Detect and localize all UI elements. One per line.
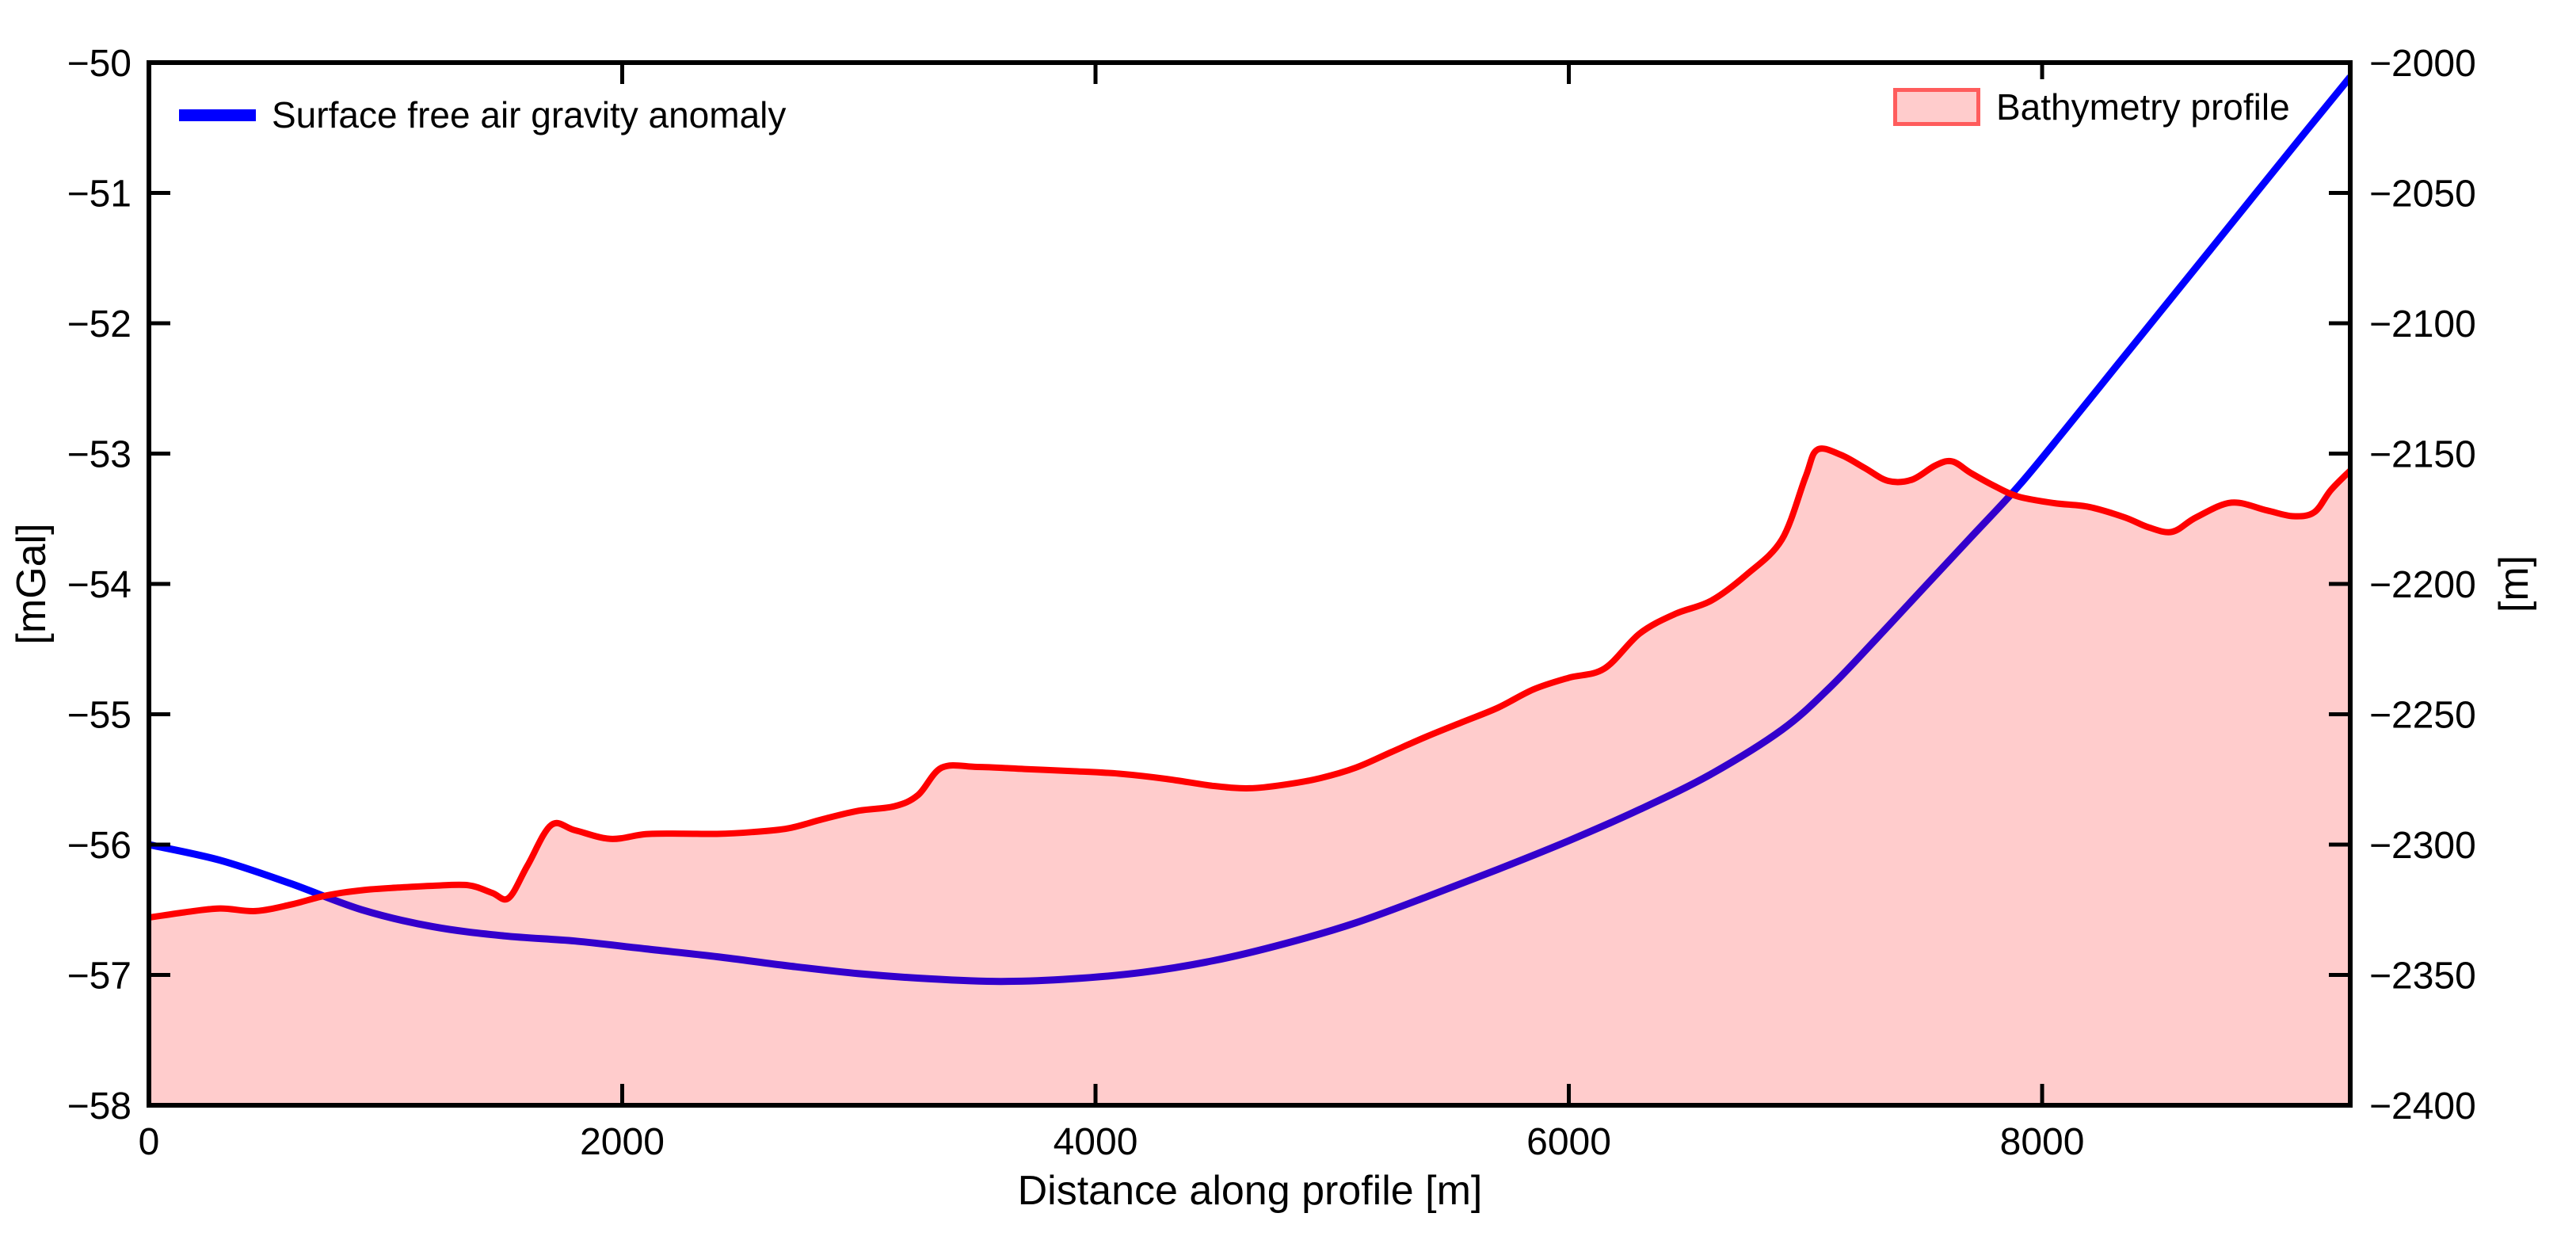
y-axis-left-tick-label: −51 (67, 174, 131, 216)
x-axis-tick-label: 4000 (1054, 1121, 1138, 1163)
y-axis-left-tick-label: −58 (67, 1085, 131, 1127)
y-axis-right-tick-label: −2200 (2369, 564, 2476, 606)
y-axis-left-tick-label: −57 (67, 956, 131, 998)
gravity-legend-label: Surface free air gravity anomaly (272, 94, 787, 135)
y-axis-right-tick-label: −2100 (2369, 303, 2476, 345)
y-axis-left-tick-label: −53 (67, 434, 131, 476)
bathymetry-patch-swatch (1893, 88, 1980, 126)
gravity-line (149, 74, 2350, 986)
gravity-line-swatch (179, 109, 256, 121)
x-axis-tick-label: 8000 (2000, 1121, 2085, 1163)
legend-bathymetry: Bathymetry profile (1885, 79, 2298, 135)
x-axis-tick-label: 2000 (580, 1121, 665, 1163)
y-axis-left-tick-label: −50 (67, 43, 131, 85)
y-axis-left-tick-label: −56 (67, 825, 131, 867)
y-axis-label-left: [mGal] (9, 523, 55, 645)
bathymetry-area (149, 448, 2350, 1105)
y-axis-right-tick-label: −2300 (2369, 825, 2476, 867)
y-axis-right-tick-label: −2350 (2369, 956, 2476, 998)
y-axis-right-tick-label: −2400 (2369, 1085, 2476, 1127)
y-axis-left-tick-label: −52 (67, 303, 131, 345)
y-axis-label-right: [m] (2491, 555, 2537, 613)
x-axis-tick-label: 6000 (1526, 1121, 1611, 1163)
legend-gravity: Surface free air gravity anomaly (171, 87, 795, 143)
y-axis-left-tick-label: −55 (67, 695, 131, 737)
y-axis-right-tick-label: −2000 (2369, 43, 2476, 85)
y-axis-right-tick-label: −2250 (2369, 695, 2476, 737)
y-axis-right-tick-label: −2150 (2369, 434, 2476, 476)
y-axis-left-tick-label: −54 (67, 564, 131, 606)
bathymetry-legend-label: Bathymetry profile (1996, 86, 2290, 128)
y-axis-right-tick-label: −2050 (2369, 174, 2476, 216)
x-axis-label: Distance along profile [m] (1017, 1168, 1483, 1214)
x-axis-tick-label: 0 (139, 1121, 160, 1163)
bathymetry-line (149, 445, 2350, 921)
plot-frame (147, 60, 2353, 1108)
